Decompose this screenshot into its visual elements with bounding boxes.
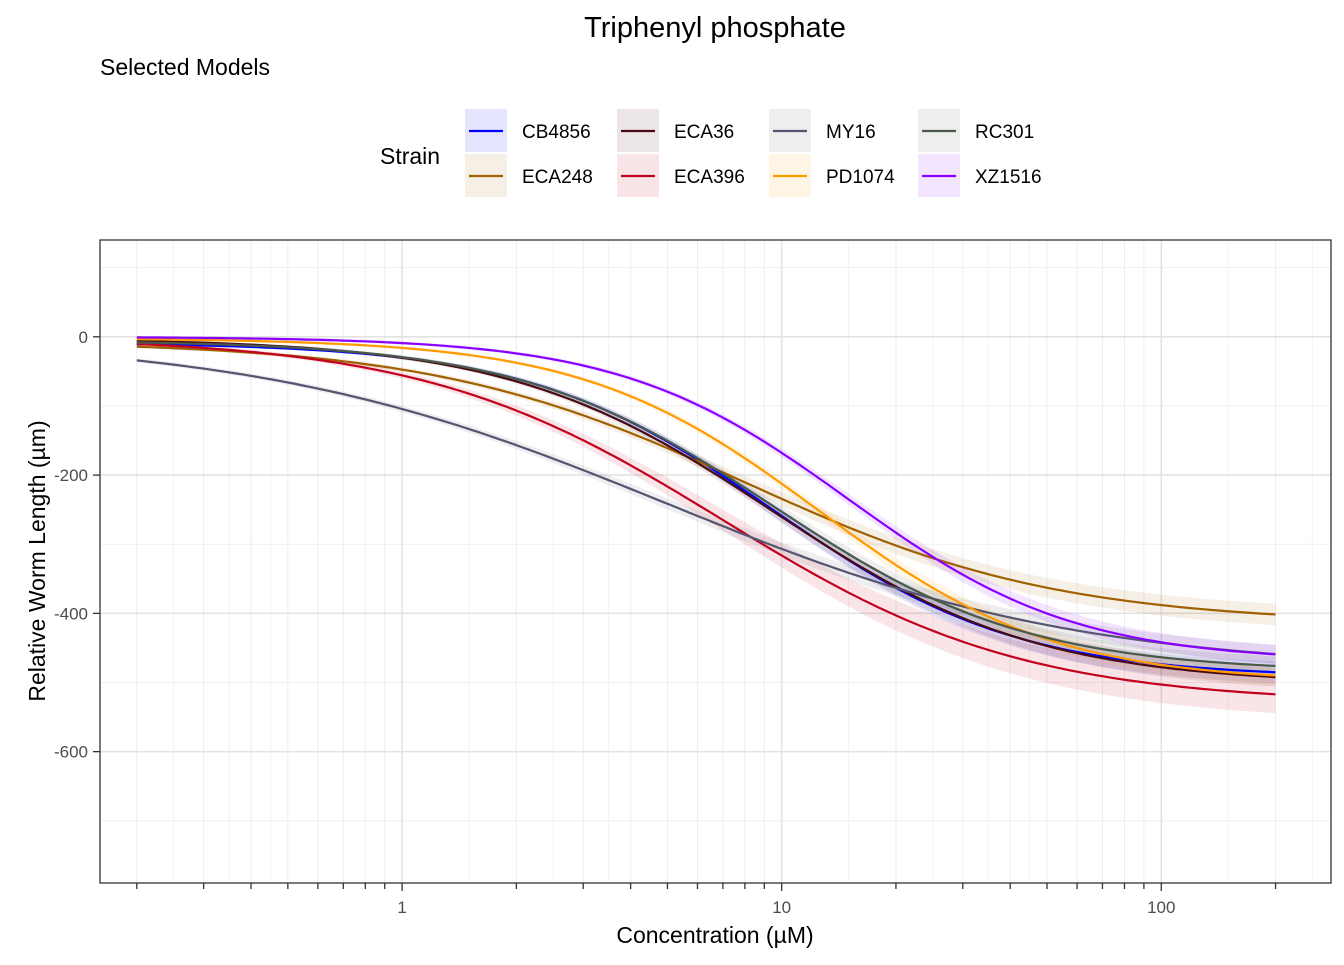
legend: CB4856 ECA248 ECA36 ECA396 MY16 PD1074 RC301 XZ… <box>465 109 1042 197</box>
line-PD1074 <box>136 338 1276 677</box>
legend-item-ECA36: ECA36 <box>617 109 734 152</box>
model-lines <box>136 336 1276 696</box>
legend-label: CB4856 <box>522 122 591 143</box>
legend-label: ECA396 <box>674 167 745 188</box>
line-ECA248 <box>136 345 1276 616</box>
legend-item-ECA248: ECA248 <box>465 154 593 197</box>
legend-item-MY16: MY16 <box>769 109 876 152</box>
confidence-ribbons <box>136 336 1276 714</box>
x-tick-label: 100 <box>1147 898 1175 917</box>
ribbon-XZ1516 <box>136 336 1276 664</box>
legend-label: RC301 <box>975 122 1034 143</box>
plot-area <box>99 239 1332 884</box>
legend-item-PD1074: PD1074 <box>769 154 895 197</box>
legend-label: MY16 <box>826 122 876 143</box>
x-axis-title: Concentration (µM) <box>616 922 813 948</box>
line-RC301 <box>136 341 1276 667</box>
legend-label: ECA36 <box>674 122 734 143</box>
panel-border <box>99 239 1332 884</box>
y-tick-label: -200 <box>54 466 88 485</box>
x-axis-tick-labels: 1 10 100 <box>397 898 1175 917</box>
legend-item-XZ1516: XZ1516 <box>918 154 1042 197</box>
y-tick-label: -400 <box>54 604 88 623</box>
y-axis-tick-labels: 0 -200 -400 -600 <box>54 328 88 762</box>
legend-item-RC301: RC301 <box>918 109 1034 152</box>
y-axis-ticks <box>93 336 100 753</box>
y-tick-label: 0 <box>79 328 88 347</box>
legend-item-ECA396: ECA396 <box>617 154 745 197</box>
legend-item-CB4856: CB4856 <box>465 109 591 152</box>
x-tick-label: 10 <box>772 898 791 917</box>
line-MY16 <box>136 359 1276 656</box>
y-tick-label: -600 <box>54 743 88 762</box>
ribbon-ECA396 <box>136 342 1276 714</box>
legend-title: Strain <box>380 143 440 169</box>
chart-title: Triphenyl phosphate <box>584 12 846 44</box>
line-XZ1516 <box>136 336 1276 656</box>
x-axis-ticks <box>136 883 1277 891</box>
legend-label: PD1074 <box>826 167 895 188</box>
legend-label: ECA248 <box>522 167 593 188</box>
y-axis-title: Relative Worm Length (µm) <box>24 420 50 701</box>
ribbon-ECA248 <box>136 345 1276 626</box>
chart-subtitle: Selected Models <box>100 54 270 80</box>
line-ECA396 <box>136 342 1276 696</box>
x-tick-label: 1 <box>397 898 406 917</box>
legend-label: XZ1516 <box>975 167 1042 188</box>
